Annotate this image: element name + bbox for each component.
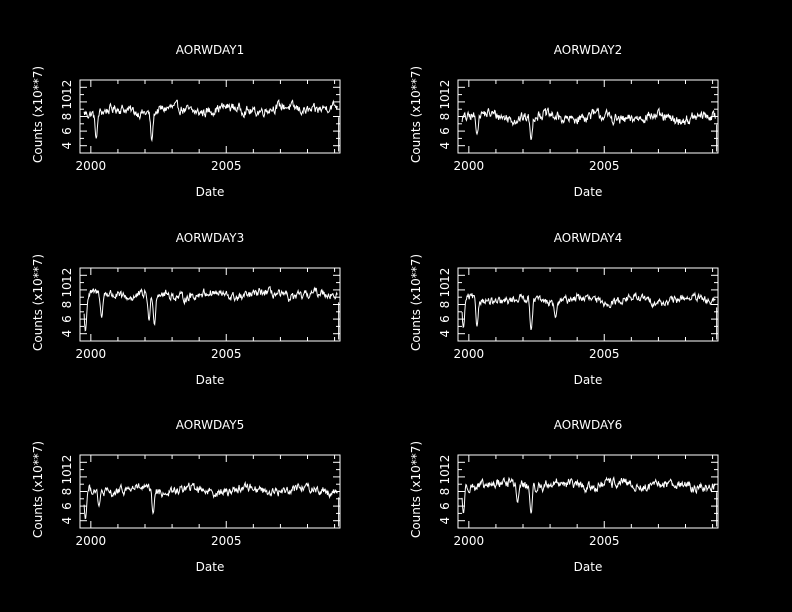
panel-2-xlabel: Date xyxy=(574,185,603,199)
panel-4-title: AORWDAY4 xyxy=(554,231,622,245)
panel-6-ytick-label: 12 xyxy=(438,455,452,470)
panel-4-ytick-label: 8 xyxy=(438,301,452,309)
panel-5-xtick-label: 2000 xyxy=(76,534,107,548)
panel-6-xtick-label: 2005 xyxy=(589,534,620,548)
panel-3-ytick-label: 4 xyxy=(60,330,74,338)
panel-6-ytick-label: 8 xyxy=(438,488,452,496)
panel-6-xlabel: Date xyxy=(574,560,603,574)
panel-3-ylabel: Counts (x10**7) xyxy=(31,254,45,351)
panel-3-xtick-label: 2000 xyxy=(76,347,107,361)
panel-6-ylabel: Counts (x10**7) xyxy=(409,441,423,538)
panel-6-xtick-label: 2000 xyxy=(454,534,485,548)
panel-2-ylabel: Counts (x10**7) xyxy=(409,66,423,163)
panel-2-ytick-label: 8 xyxy=(438,113,452,121)
panel-1-xtick-label: 2005 xyxy=(211,159,242,173)
panel-1-ytick-label: 6 xyxy=(60,127,74,135)
panel-1-xtick-label: 2000 xyxy=(76,159,107,173)
panel-2-ytick-label: 6 xyxy=(438,127,452,135)
panel-6-series-line xyxy=(461,475,716,514)
panel-3-series-line xyxy=(83,285,338,332)
panel-5-ytick-label: 12 xyxy=(60,455,74,470)
panel-4-ytick-label: 10 xyxy=(438,282,452,297)
panel-1-xlabel: Date xyxy=(196,185,225,199)
panel-2-title: AORWDAY2 xyxy=(554,43,622,57)
panel-3-xlabel: Date xyxy=(196,373,225,387)
panel-4-xlabel: Date xyxy=(574,373,603,387)
panel-4-xtick-label: 2005 xyxy=(589,347,620,361)
panel-3-ytick-label: 8 xyxy=(60,301,74,309)
panel-4-ylabel: Counts (x10**7) xyxy=(409,254,423,351)
panel-6-ytick-label: 6 xyxy=(438,502,452,510)
panel-5-xlabel: Date xyxy=(196,560,225,574)
panel-5-xtick-label: 2005 xyxy=(211,534,242,548)
panel-2-ytick-label: 4 xyxy=(438,142,452,150)
panel-5-ylabel: Counts (x10**7) xyxy=(31,441,45,538)
panel-1-series-line xyxy=(83,98,338,143)
panel-2-series-line xyxy=(461,107,716,140)
panel-5-title: AORWDAY5 xyxy=(176,418,244,432)
panel-1-title: AORWDAY1 xyxy=(176,43,244,57)
panel-1-ytick-label: 8 xyxy=(60,113,74,121)
panel-6-ytick-label: 10 xyxy=(438,469,452,484)
panel-3-ytick-label: 10 xyxy=(60,282,74,297)
panel-5-ytick-label: 10 xyxy=(60,469,74,484)
panel-3-title: AORWDAY3 xyxy=(176,231,244,245)
panel-5-ytick-label: 4 xyxy=(60,517,74,525)
panel-2-xtick-label: 2005 xyxy=(589,159,620,173)
panel-1-ytick-label: 12 xyxy=(60,80,74,95)
panel-3-xtick-label: 2005 xyxy=(211,347,242,361)
panel-6-ytick-label: 4 xyxy=(438,517,452,525)
panel-4-ytick-label: 12 xyxy=(438,268,452,283)
panel-5-series-line xyxy=(83,480,338,520)
panel-4-ytick-label: 4 xyxy=(438,330,452,338)
panel-3-ytick-label: 6 xyxy=(60,315,74,323)
panel-5-ytick-label: 6 xyxy=(60,502,74,510)
panel-6-title: AORWDAY6 xyxy=(554,418,622,432)
panel-2-xtick-label: 2000 xyxy=(454,159,485,173)
panel-4-series-line xyxy=(461,291,716,331)
panel-1-ylabel: Counts (x10**7) xyxy=(31,66,45,163)
panel-3-ytick-label: 12 xyxy=(60,268,74,283)
panel-1-ytick-label: 4 xyxy=(60,142,74,150)
panel-4-ytick-label: 6 xyxy=(438,315,452,323)
panel-1-ytick-label: 10 xyxy=(60,94,74,109)
panel-2-ytick-label: 12 xyxy=(438,80,452,95)
panel-5-ytick-label: 8 xyxy=(60,488,74,496)
panel-4-xtick-label: 2000 xyxy=(454,347,485,361)
panel-2-ytick-label: 10 xyxy=(438,94,452,109)
